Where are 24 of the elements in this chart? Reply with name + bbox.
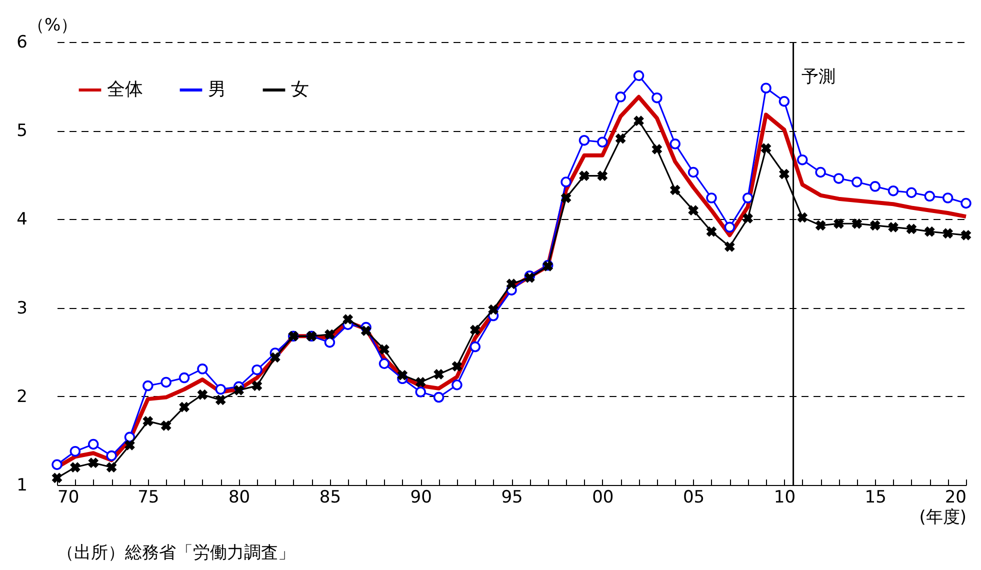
text: （出所）総務省「労働力調査」	[57, 543, 295, 563]
legend-label: 男	[208, 79, 226, 100]
y-tick-label: 2	[16, 386, 28, 407]
y-tick-label: 3	[16, 298, 28, 318]
x-tick-label: 15	[864, 488, 886, 508]
y-tick-label: 1	[16, 476, 28, 496]
x-tick-label: 70	[58, 488, 80, 508]
x-tick-label: 80	[228, 488, 250, 508]
legend-label: 全体	[107, 79, 143, 100]
x-tick-label: 05	[682, 488, 705, 508]
x-tick-label: 10	[774, 488, 796, 508]
x-tick-label: 00	[592, 488, 614, 508]
y-axis-title: （%）	[28, 16, 78, 36]
x-tick-label: 85	[319, 488, 342, 508]
y-tick-label: 5	[16, 121, 28, 142]
x-tick-label: 75	[138, 488, 160, 508]
ref-line-label: 予測	[801, 67, 836, 87]
y-tick-label: 4	[16, 210, 28, 230]
x-tick-label: 20	[944, 488, 966, 508]
x-tick-label: 95	[501, 488, 523, 508]
x-tick-label: 90	[410, 488, 432, 508]
y-tick-label: 6	[16, 32, 28, 52]
x-axis-title: (年度)	[919, 508, 966, 528]
legend-label: 女	[291, 79, 309, 100]
